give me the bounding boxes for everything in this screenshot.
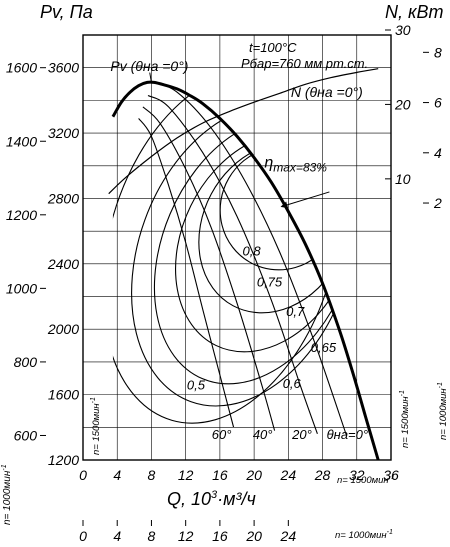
vane-angle-label: 40° (253, 427, 273, 442)
x-alt-tick-label: 20 (245, 528, 262, 542)
efficiency-contour-label: 0,6 (283, 376, 302, 391)
n-tick-label: 20 (394, 96, 411, 112)
speed-label-right-main: n= 1500мин-1 (399, 390, 411, 448)
x-tick-label: 20 (245, 467, 262, 483)
efficiency-contour (219, 146, 342, 271)
x-tick-label: 12 (178, 467, 194, 483)
vane-angle-curve (138, 118, 235, 428)
pv-alt-tick-label: 1600 (6, 60, 37, 76)
n-alt-tick-label: 6 (434, 95, 442, 111)
axes: 0 4 8 12 16 20 24 28 32 360 4 8 12 16 20 24120016002000… (6, 22, 442, 544)
pv-tick-label: 2000 (47, 321, 79, 337)
pressure-label: Pбар=760 мм рт.ст. (241, 56, 368, 71)
pv-tick-label: 2400 (47, 256, 79, 272)
grid (83, 35, 391, 460)
x-tick-label: 32 (349, 467, 365, 483)
x-alt-tick-label: 4 (113, 528, 121, 542)
pv-tick-label: 1600 (48, 387, 79, 403)
n-alt-tick-label: 8 (434, 44, 442, 60)
speed-label-right-alt: n= 1000мин-1 (437, 382, 449, 440)
x-tick-label: 24 (280, 467, 297, 483)
efficiency-contour-label: 0,75 (257, 275, 283, 290)
vane-angle-curve (153, 81, 348, 436)
eta-max-leader (280, 191, 330, 209)
n-alt-tick-label: 2 (433, 195, 442, 211)
pv-alt-tick-label: 600 (14, 427, 38, 443)
x-tick-label: 0 (79, 467, 87, 483)
x-alt-tick-label: 0 (79, 528, 87, 542)
pv-alt-tick-label: 800 (14, 354, 38, 370)
pv-curve (111, 80, 380, 461)
speed-label-bottom-main: n= 1500мин-1 (337, 474, 395, 486)
x-tick-label: 8 (148, 467, 156, 483)
plot-frame (82, 34, 392, 461)
x-alt-tick-label: 24 (280, 528, 297, 542)
pv-tick-label: 3600 (48, 60, 79, 76)
speed-label-left-alt: n= 1000мин-1 (1, 464, 13, 525)
n-curve-label: N (θна =0°) (291, 84, 363, 100)
vane-angle-label: 20° (291, 427, 312, 442)
x-tick-label: 28 (314, 467, 331, 483)
efficiency-contour-label: 0,5 (187, 378, 206, 393)
efficiency-contour-label: 0,65 (311, 340, 337, 355)
efficiency-contour (175, 132, 358, 353)
vane-angle-label: 60° (212, 427, 232, 442)
x-tick-label: 16 (212, 467, 228, 483)
pv-tick-label: 1200 (48, 452, 79, 468)
power-curve (108, 68, 379, 195)
efficiency-contour-label: 0,7 (286, 304, 305, 319)
pv-label-leader (149, 72, 152, 83)
n-tick-label: 30 (395, 22, 411, 38)
pv-tick-label: 3200 (48, 125, 79, 141)
speed-label-bottom-alt: n= 1000мин-1 (335, 529, 393, 541)
efficiency-islands (112, 82, 360, 424)
x-tick-label: 4 (113, 467, 121, 483)
speed-label-left-main: n= 1500мин-1 (90, 397, 102, 455)
x-alt-tick-label: 16 (212, 528, 228, 542)
temperature-label: t=100°C (249, 40, 297, 55)
x-alt-tick-label: 12 (178, 528, 194, 542)
right-axis-title: N, кВт (385, 2, 444, 22)
pv-alt-tick-label: 1200 (6, 207, 37, 223)
vane-angle-curve (147, 95, 318, 434)
left-axis-title: Pv, Па (40, 2, 93, 22)
curves (108, 68, 380, 461)
pv-tick-label: 2800 (47, 190, 79, 206)
pv-alt-tick-label: 1000 (6, 280, 37, 296)
x-axis-title: Q, 103·м³/ч (167, 489, 256, 509)
x-tick-label: 36 (383, 467, 399, 483)
eta-max-label: ηmax=83% (264, 154, 327, 174)
n-alt-tick-label: 4 (434, 145, 442, 161)
pv-curve-label: Pv (θна =0°) (110, 58, 188, 74)
x-alt-tick-label: 8 (148, 528, 156, 542)
efficiency-contour (112, 82, 342, 424)
vane-angle-label: θна=0° (327, 427, 368, 442)
n-tick-label: 10 (395, 171, 411, 187)
efficiency-contour-label: 0,8 (243, 244, 262, 259)
pv-alt-tick-label: 1400 (6, 133, 37, 149)
vane-angle-curve (142, 106, 276, 431)
